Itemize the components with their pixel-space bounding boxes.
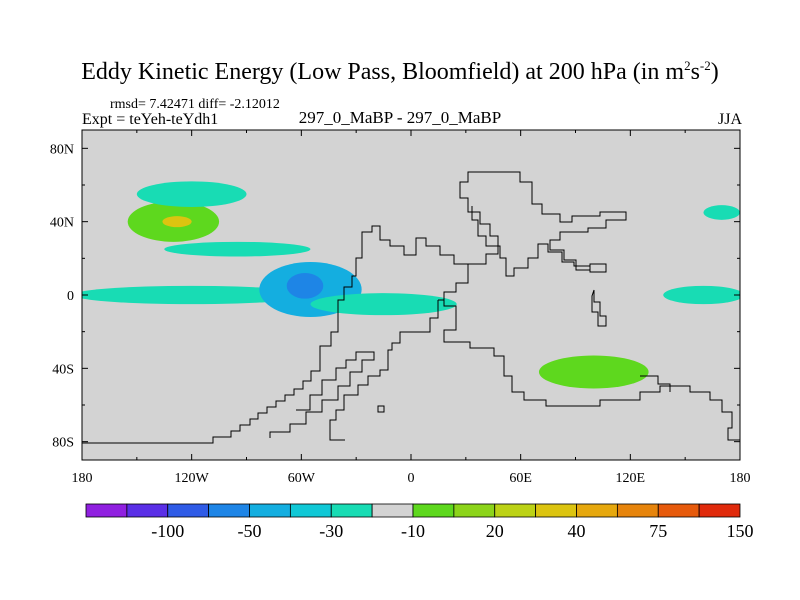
colorbar-swatch [167,503,210,518]
coastline-south-america-inner [269,351,375,438]
contour-tropical-atlantic-negative [310,293,457,316]
colorbar-swatch [249,503,291,518]
stats-label: rmsd= 7.42471 diff= -2.12012 [110,97,280,112]
contour-dateline-negative [703,205,740,220]
colorbar-swatch [494,503,537,518]
colorbar-label: 40 [568,521,586,541]
colorbar-swatch [208,503,250,518]
season-label: JJA [718,111,743,128]
coastline-south-america-east [329,300,439,441]
coastlines [82,171,740,444]
contour-north-pacific-jet-core [162,216,192,228]
experiment-label: Expt = teYeh-teYdh1 [82,111,219,128]
y-tick-label: 40N [50,216,74,231]
chart-title-main: Eddy Kinetic Energy (Low Pass, Bloomfiel… [81,59,685,85]
coastline-small-island [377,405,385,413]
contour-tropical-pacific-negative [82,285,311,305]
chart-title: Eddy Kinetic Energy (Low Pass, Bloomfiel… [0,58,800,86]
chart-title-sup2: -2 [699,58,711,73]
contour-south-america-minimum-core [286,273,324,299]
colorbar-swatch [698,503,741,518]
colorbar-label: -10 [401,521,425,541]
x-tick-label: 180 [730,471,751,486]
colorbar-swatch [576,503,618,518]
colorbar-swatch [616,503,659,518]
colorbar-swatch [126,503,169,518]
colorbar: -100 -50 -30 -10 20 40 75 150 [85,503,754,541]
colorbar-swatch [289,503,332,518]
colorbar-swatch [453,503,496,518]
y-tick-label: 40S [52,362,74,377]
x-tick-label: 60E [509,471,532,486]
colorbar-swatch [330,503,373,518]
colorbar-label: 75 [649,521,667,541]
contour-indian-ocean-positive [538,355,649,389]
colorbar-swatch [371,503,414,518]
axes: 180 120W 60W 0 60E 120E 180 80N 40N 0 40S 80S [50,130,751,486]
colorbar-swatch [412,503,455,518]
coastline-southeast [640,375,671,392]
colorbar-label: -30 [319,521,343,541]
contour-east-pacific-negative [663,285,740,305]
contour-fields [82,181,740,389]
coastline-africa-eurasia [438,299,740,441]
colorbar-label: -100 [151,521,184,541]
coastline-americas [82,225,469,444]
colorbar-swatch [535,503,577,518]
colorbar-swatch [657,503,700,518]
x-tick-label: 180 [72,471,93,486]
contour-central-pacific-negative [164,241,311,257]
chart-title-sup1: 2 [684,58,691,73]
y-tick-label: 0 [67,289,74,304]
colorbar-label: 150 [727,521,754,541]
colorbar-swatch [85,503,128,518]
colorbar-label: -50 [238,521,262,541]
x-tick-label: 60W [288,471,316,486]
contour-north-pacific-negative [136,181,247,208]
coastline-islands [591,289,607,327]
x-tick-label: 120W [175,471,210,486]
coastline-north-landmass [459,171,627,277]
x-tick-label: 120E [616,471,646,486]
y-tick-label: 80N [50,142,74,157]
colorbar-label: 20 [486,521,504,541]
x-tick-label: 0 [408,471,415,486]
y-tick-label: 80S [52,436,74,451]
chart-title-close: ) [710,59,719,85]
comparison-label: 297_0_MaBP - 297_0_MaBP [298,108,502,127]
chart-title-mid: s [690,59,700,85]
